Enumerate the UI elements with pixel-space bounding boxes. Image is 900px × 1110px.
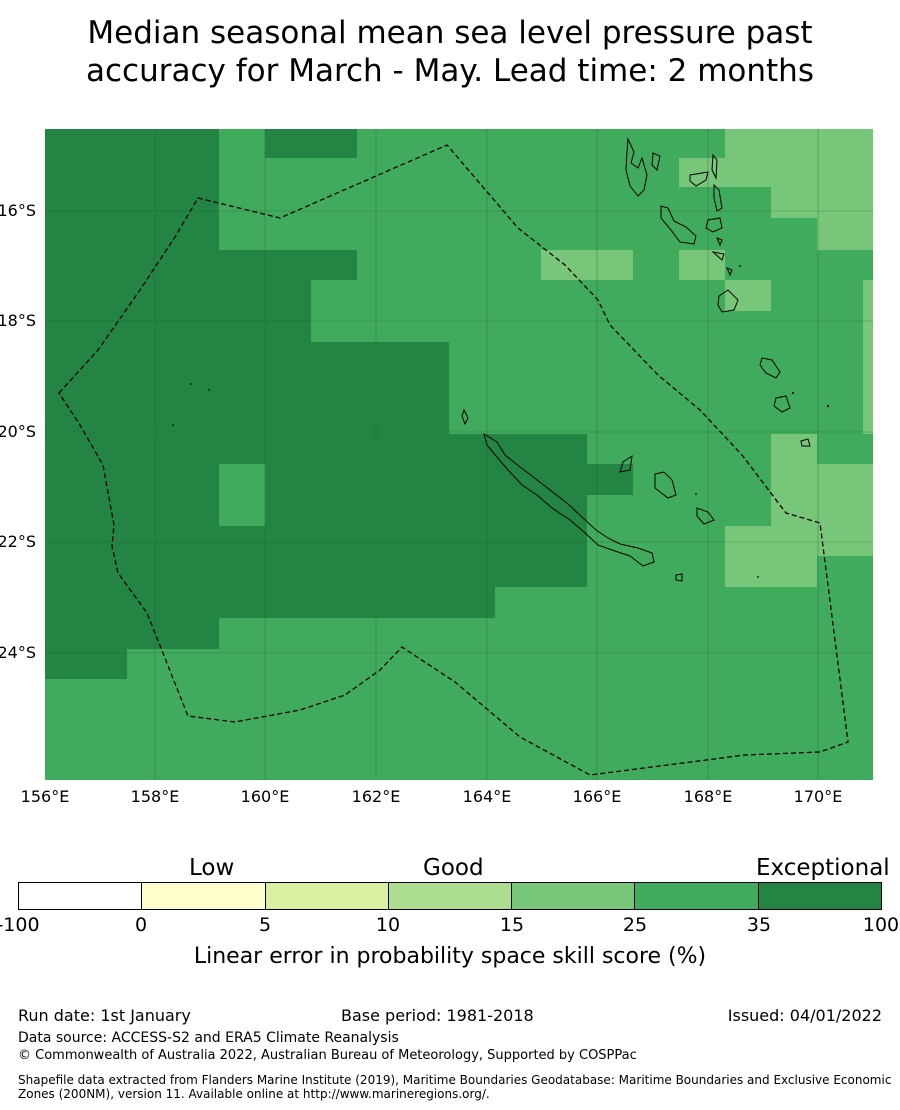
lon-label: 168°E: [683, 787, 733, 806]
colorbar-tick: 15: [499, 914, 525, 936]
land-outlines: [461, 137, 811, 582]
title-line-2: accuracy for March - May. Lead time: 2 m…: [86, 53, 814, 89]
colorbar-segment: [512, 883, 636, 909]
legend-category-low: Low: [189, 855, 235, 881]
legend-category-good: Good: [423, 855, 484, 881]
chart-title: Median seasonal mean sea level pressure …: [0, 14, 900, 90]
lon-label: 170°E: [793, 787, 843, 806]
skill-map: [45, 129, 873, 780]
colorbar-tick: 0: [134, 914, 148, 936]
lon-label: 156°E: [20, 787, 70, 806]
good-mid-cells: [541, 129, 873, 587]
data-source: Data source: ACCESS-S2 and ERA5 Climate …: [18, 1030, 399, 1046]
colorbar-segment: [265, 883, 389, 909]
base-period: Base period: 1981-2018: [341, 1006, 534, 1025]
lat-label: 18°S: [0, 311, 36, 330]
colorbar-segment: [635, 883, 759, 909]
shapefile-credit: Shapefile data extracted from Flanders M…: [18, 1073, 892, 1101]
colorbar-tick: -100: [0, 914, 40, 936]
new-caledonia: [483, 432, 655, 567]
graticule: [45, 129, 873, 780]
legend-category-exceptional: Exceptional: [756, 855, 890, 881]
colorbar-segment: [19, 883, 143, 909]
colorbar-segment: [388, 883, 513, 909]
colorbar-segment: [758, 883, 881, 909]
lon-label: 160°E: [240, 787, 290, 806]
colorbar-title: Linear error in probability space skill …: [193, 944, 707, 969]
colorbar-segment: [142, 883, 266, 909]
lat-label: 24°S: [0, 643, 36, 662]
lat-label: 22°S: [0, 532, 36, 551]
colorbar-tick: 35: [746, 914, 772, 936]
colorbar-tick: 100: [862, 914, 900, 936]
lon-label: 158°E: [130, 787, 180, 806]
lat-label: 16°S: [0, 201, 36, 220]
copyright: © Commonwealth of Australia 2022, Austra…: [18, 1048, 637, 1063]
colorbar-tick: 25: [622, 914, 648, 936]
lon-label: 164°E: [462, 787, 512, 806]
run-date: Run date: 1st January: [18, 1006, 191, 1025]
colorbar-tick: 5: [258, 914, 272, 936]
small-islands: [172, 265, 830, 578]
lat-label: 20°S: [0, 422, 36, 441]
issued-date: Issued: 04/01/2022: [727, 1006, 882, 1025]
lon-label: 166°E: [572, 787, 622, 806]
colorbar-tick: 10: [375, 914, 401, 936]
lon-label: 162°E: [351, 787, 401, 806]
title-line-1: Median seasonal mean sea level pressure …: [87, 15, 813, 51]
colorbar: [18, 882, 882, 910]
